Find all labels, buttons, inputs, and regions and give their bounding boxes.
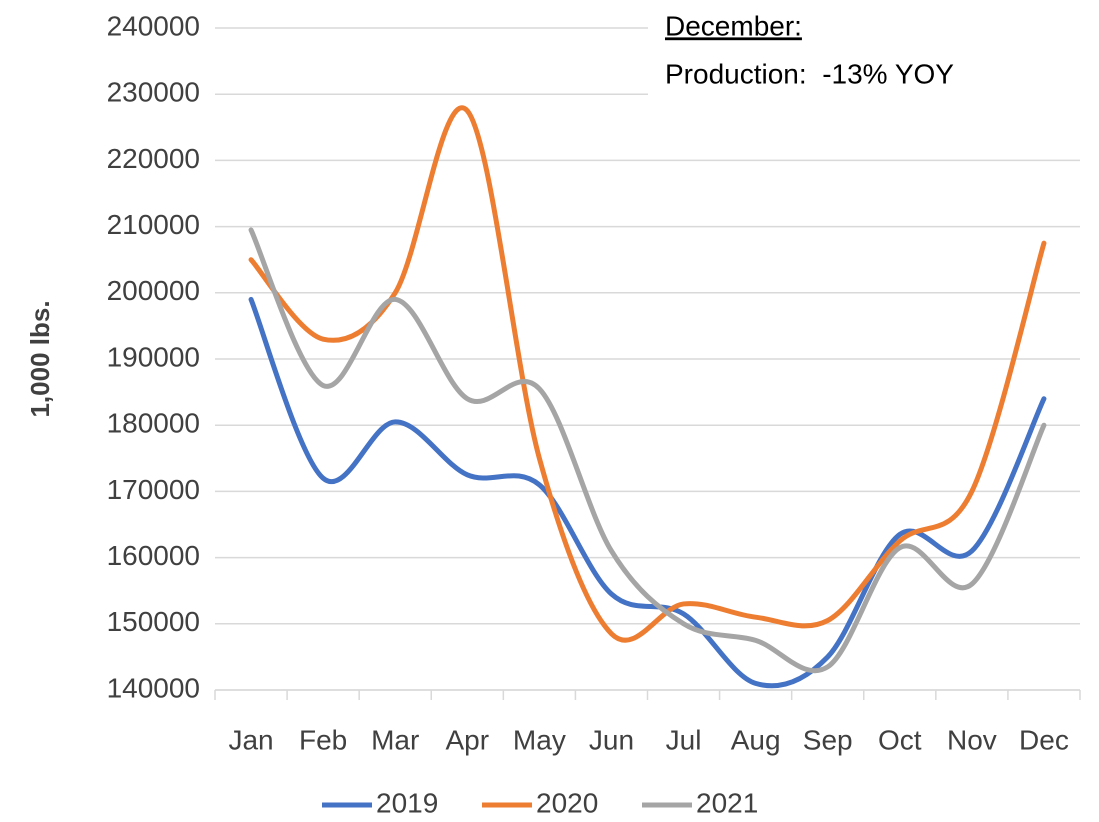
x-tick-label: Mar	[371, 724, 419, 755]
y-tick-label: 230000	[107, 77, 200, 108]
legend-label: 2021	[696, 787, 758, 818]
y-tick-label: 170000	[107, 474, 200, 505]
x-tick-label: Feb	[299, 724, 347, 755]
y-tick-label: 190000	[107, 341, 200, 372]
x-tick-label: Dec	[1019, 724, 1069, 755]
x-tick-label: Aug	[731, 724, 781, 755]
legend-label: 2019	[376, 787, 438, 818]
x-tick-label: Jul	[666, 724, 702, 755]
x-tick-label: Jun	[589, 724, 634, 755]
y-tick-label: 150000	[107, 606, 200, 637]
y-tick-label: 220000	[107, 143, 200, 174]
x-tick-label: Sep	[803, 724, 853, 755]
series-line	[248, 296, 1047, 689]
y-tick-label: 240000	[107, 10, 200, 41]
x-tick-label: Apr	[446, 724, 490, 755]
y-tick-label: 160000	[107, 540, 200, 571]
x-tick-label: Nov	[947, 724, 997, 755]
annotation: Production: -13% YOY	[665, 58, 954, 89]
series-line	[248, 105, 1047, 643]
x-tick-label: Oct	[878, 724, 922, 755]
y-axis-label: 1,000 lbs.	[25, 300, 55, 417]
legend-label: 2020	[536, 787, 598, 818]
x-tick-label: Jan	[228, 724, 273, 755]
y-tick-label: 140000	[107, 672, 200, 703]
y-tick-label: 180000	[107, 408, 200, 439]
x-tick-label: May	[513, 724, 566, 755]
y-tick-label: 210000	[107, 209, 200, 240]
annotation: December:	[665, 10, 802, 41]
series-line	[248, 227, 1047, 674]
annotation-box	[648, 0, 1080, 102]
y-tick-label: 200000	[107, 275, 200, 306]
